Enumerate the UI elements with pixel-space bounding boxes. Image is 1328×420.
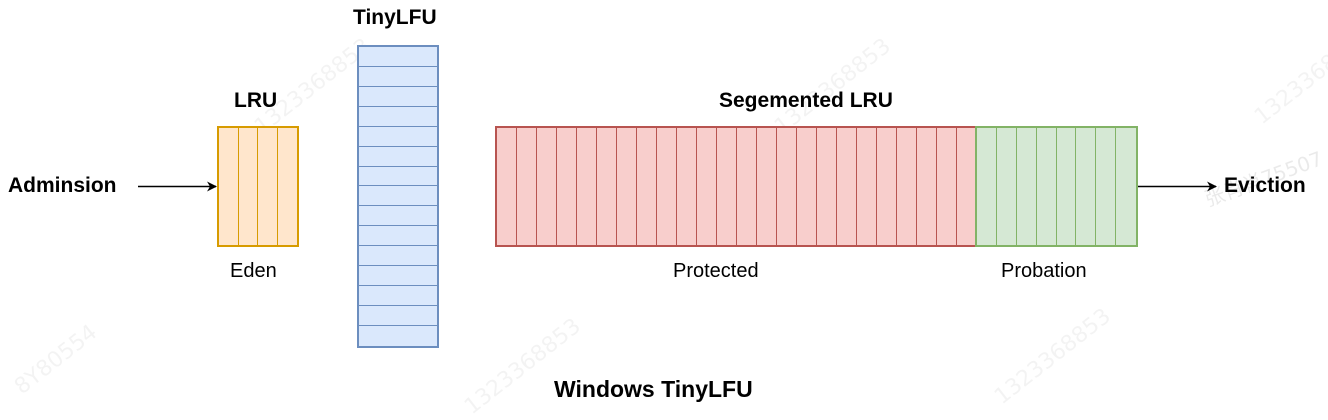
protected-segment-cell [637,128,657,245]
protected-segment-cell [957,128,977,245]
eden-lru-cell [278,128,298,245]
tinylfu-cell [359,186,437,207]
protected-segment-cell [557,128,577,245]
probation-segment-cell [1096,128,1117,245]
probation-caption: Probation [1001,260,1087,282]
protected-segment-cell [777,128,797,245]
tinylfu-cell [359,47,437,67]
lru-heading: LRU [234,89,278,112]
diagram-title: Windows TinyLFU [554,376,753,402]
tinylfu-cell [359,107,437,127]
protected-segment-block [495,126,977,247]
tinylfu-block [357,45,439,348]
protected-segment-cell [817,128,837,245]
protected-segment-cell [737,128,757,245]
probation-segment-block [975,126,1138,247]
protected-segment-cell [757,128,777,245]
protected-segment-cell [677,128,697,245]
tinylfu-cell [359,87,437,107]
protected-segment-cell [657,128,677,245]
probation-segment-cell [1037,128,1057,245]
protected-segment-cell [617,128,637,245]
protected-segment-cell [697,128,717,245]
arrows-layer [138,181,1217,192]
protected-segment-cell [857,128,877,245]
eden-lru-block [217,126,299,247]
tinylfu-cell [359,226,437,247]
admission-label: Adminsion [8,174,117,197]
probation-segment-cell [997,128,1017,245]
protected-segment-cell [837,128,857,245]
diagram-canvas: { "diagram": { "title": "Windows TinyLFU… [8,6,1328,420]
probation-segment-cell [1017,128,1037,245]
protected-segment-cell [577,128,597,245]
protected-segment-cell [897,128,917,245]
probation-segment-cell [1076,128,1097,245]
eden-lru-cell [219,128,239,245]
protected-segment-cell [537,128,557,245]
tinylfu-cell [359,326,437,346]
protected-segment-cell [877,128,897,245]
protected-segment-cell [597,128,617,245]
tinylfu-cell [359,306,437,326]
protected-segment-cell [517,128,537,245]
tinylfu-cell [359,206,437,227]
eden-lru-cell [258,128,278,245]
protected-segment-cell [717,128,737,245]
tinylfu-heading: TinyLFU [353,6,437,29]
probation-segment-cell [1057,128,1077,245]
protected-segment-cell [797,128,817,245]
tinylfu-cell [359,127,437,147]
tinylfu-cell [359,246,437,267]
tinylfu-cell [359,147,437,167]
eden-caption: Eden [230,260,277,282]
tinylfu-cell [359,286,437,306]
protected-segment-cell [937,128,957,245]
tinylfu-cell [359,266,437,287]
tinylfu-cell [359,167,437,187]
eden-lru-cell [239,128,258,245]
protected-caption: Protected [673,260,759,282]
protected-segment-cell [917,128,937,245]
probation-segment-cell [1116,128,1136,245]
eviction-label: Eviction [1224,174,1306,197]
tinylfu-cell [359,67,437,87]
probation-segment-cell [977,128,997,245]
protected-segment-cell [497,128,517,245]
segmented-lru-heading: Segemented LRU [719,89,893,112]
